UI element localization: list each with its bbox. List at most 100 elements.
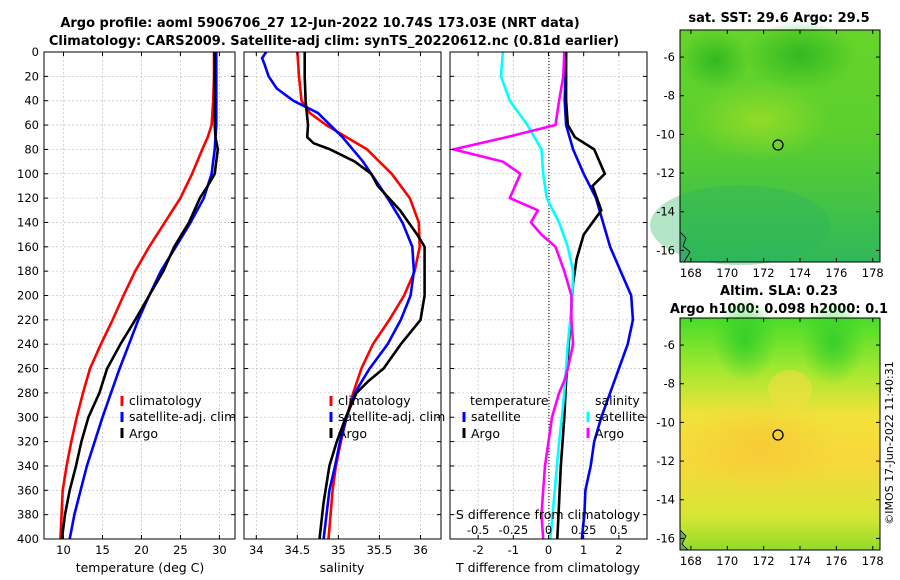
- sla-high: [680, 400, 840, 490]
- difference-panel: -2 -1 0 1 2 -0.5 -0.25 0 0.25 0.5 T difference fr…: [449, 51, 648, 575]
- difference-legend-right: salinity satellite Argo: [586, 393, 645, 441]
- map-ytick-label: -10: [656, 127, 675, 141]
- xtick-label: 0: [545, 543, 552, 557]
- ytick-label: 400: [17, 532, 39, 546]
- ytick-label: 320: [17, 435, 39, 449]
- xtick-label: -2: [472, 543, 483, 557]
- series-line-t-satellite: [563, 52, 635, 539]
- salinity-xlabel: salinity: [320, 560, 365, 575]
- legend-argo-label: Argo: [129, 426, 158, 441]
- salinity-panel: 34 34.5 35 35.5 36 salinity climatology sate…: [243, 51, 445, 575]
- xtick-top-label: 0.25: [571, 523, 597, 537]
- temperature-lines: [59, 52, 220, 539]
- map-xtick-label: 172: [753, 266, 775, 280]
- series-line-s-satellite: [499, 52, 575, 539]
- map-ytick-label: -6: [664, 50, 675, 64]
- xtick-label: 35.5: [367, 543, 393, 557]
- figure-title-line2: Climatology: CARS2009. Satellite-adj cli…: [49, 34, 619, 49]
- ytick-label: 120: [17, 191, 39, 205]
- sst-warm-patch: [690, 80, 830, 160]
- sst-argo-marker: [772, 139, 784, 151]
- map-xtick-label: 168: [680, 554, 702, 568]
- temperature-xlabel: temperature (deg C): [76, 560, 205, 575]
- ytick-label: 280: [17, 386, 39, 400]
- map-xtick-label: 170: [716, 266, 738, 280]
- series-line-s-argo: [452, 52, 575, 539]
- ytick-label: 200: [17, 289, 39, 303]
- map-ytick-label: -12: [656, 166, 675, 180]
- sla-map: Altim. SLA: 0.23 Argo h1000: 0.098 h2000…: [656, 284, 888, 568]
- xtick-top-label: 0: [545, 523, 552, 537]
- ytick-label: 20: [24, 69, 39, 83]
- series-line-t-argo: [556, 52, 607, 539]
- xtick-label: 25: [173, 543, 188, 557]
- series-line-climatology: [59, 52, 216, 539]
- temperature-grid: [44, 51, 235, 540]
- ytick-label: 80: [24, 142, 39, 156]
- difference-xlabel-top: S difference from climatology: [456, 507, 641, 522]
- map-xtick-label: 176: [825, 554, 847, 568]
- ytick-label: 300: [17, 410, 39, 424]
- difference-legend-left: temperature satellite Argo: [462, 393, 549, 441]
- map-xtick-label: 174: [789, 266, 811, 280]
- map-ytick-label: -8: [664, 377, 675, 391]
- xtick-top-label: -0.25: [498, 523, 528, 537]
- legend3-s-satellite-label: satellite: [595, 409, 645, 424]
- map-ytick-label: -16: [656, 531, 675, 545]
- sst-cool-patch-west: [680, 30, 750, 90]
- difference-xlabel: T difference from climatology: [455, 560, 641, 575]
- salinity-legend: climatology satellite-adj. clim Argo: [329, 393, 445, 441]
- sla-argo-marker: [772, 429, 784, 441]
- legend-climatology-label: climatology: [129, 393, 202, 408]
- ytick-label: 140: [17, 215, 39, 229]
- xtick-label: 34: [249, 543, 264, 557]
- difference-ticks: -2 -1 0 1 2 -0.5 -0.25 0 0.25 0.5: [450, 51, 647, 557]
- credit: ©IMOS 17-Jun-2022 11:40:31: [883, 361, 896, 525]
- map-ytick-label: -6: [664, 338, 675, 352]
- legend3-t-satellite-label: satellite: [471, 409, 521, 424]
- xtick-label: -1: [508, 543, 519, 557]
- sla-low-east: [801, 301, 865, 385]
- legend2-argo-label: Argo: [338, 426, 367, 441]
- temperature-ticks: 0 20 40 60 80 100 120 140 160 180 200 220 240 260 280 3…: [17, 45, 235, 557]
- salinity-lines: [260, 52, 426, 539]
- ytick-label: 60: [24, 118, 39, 132]
- sst-map: sat. SST: 29.6 Argo: 29.5 168 170 172 174 17…: [650, 11, 884, 280]
- map-ytick-label: -12: [656, 454, 675, 468]
- sst-map-title: sat. SST: 29.6 Argo: 29.5: [688, 11, 869, 26]
- salinity-ticks: 34 34.5 35 35.5 36: [244, 51, 441, 557]
- xtick-top-label: 0.5: [610, 523, 628, 537]
- xtick-label: 10: [56, 543, 71, 557]
- difference-lines: [452, 52, 635, 539]
- sla-map-title: Altim. SLA: 0.23: [720, 284, 838, 299]
- map-ytick-label: -14: [656, 205, 675, 219]
- legend2-climatology-label: climatology: [338, 393, 411, 408]
- map-ytick-label: -14: [656, 493, 675, 507]
- sla-map-ticks: 168 170 172 174 176 178 -6 -8 -10 -12 -14 -16: [656, 318, 884, 568]
- map-ytick-label: -8: [664, 89, 675, 103]
- xtick-label: 35: [331, 543, 346, 557]
- legend2-satellite-label: satellite-adj. clim: [338, 409, 445, 424]
- ytick-label: 360: [17, 483, 39, 497]
- xtick-label: 34.5: [285, 543, 311, 557]
- ytick-label: 340: [17, 459, 39, 473]
- legend-satellite-label: satellite-adj. clim: [129, 409, 236, 424]
- ytick-label: 180: [17, 264, 39, 278]
- sst-cool-patch: [745, 20, 855, 90]
- ytick-label: 40: [24, 94, 39, 108]
- xtick-label: 1: [580, 543, 587, 557]
- sla-mid: [768, 370, 812, 410]
- legend3-t-argo-label: Argo: [471, 426, 500, 441]
- map-ytick-label: -16: [656, 243, 675, 257]
- map-xtick-label: 178: [862, 266, 884, 280]
- series-line-argo: [303, 52, 426, 539]
- temperature-panel: 0 20 40 60 80 100 120 140 160 180 200 220 240 260 280 3…: [17, 45, 236, 575]
- temperature-legend: climatology satellite-adj. clim Argo: [120, 393, 236, 441]
- sst-map-ticks: 168 170 172 174 176 178 -6 -8 -10 -12 -14 -16: [656, 30, 884, 280]
- map-xtick-label: 170: [716, 554, 738, 568]
- xtick-label: 15: [95, 543, 110, 557]
- ytick-label: 260: [17, 362, 39, 376]
- map-xtick-label: 172: [753, 554, 775, 568]
- xtick-label: 36: [413, 543, 428, 557]
- sla-low-west: [713, 298, 777, 382]
